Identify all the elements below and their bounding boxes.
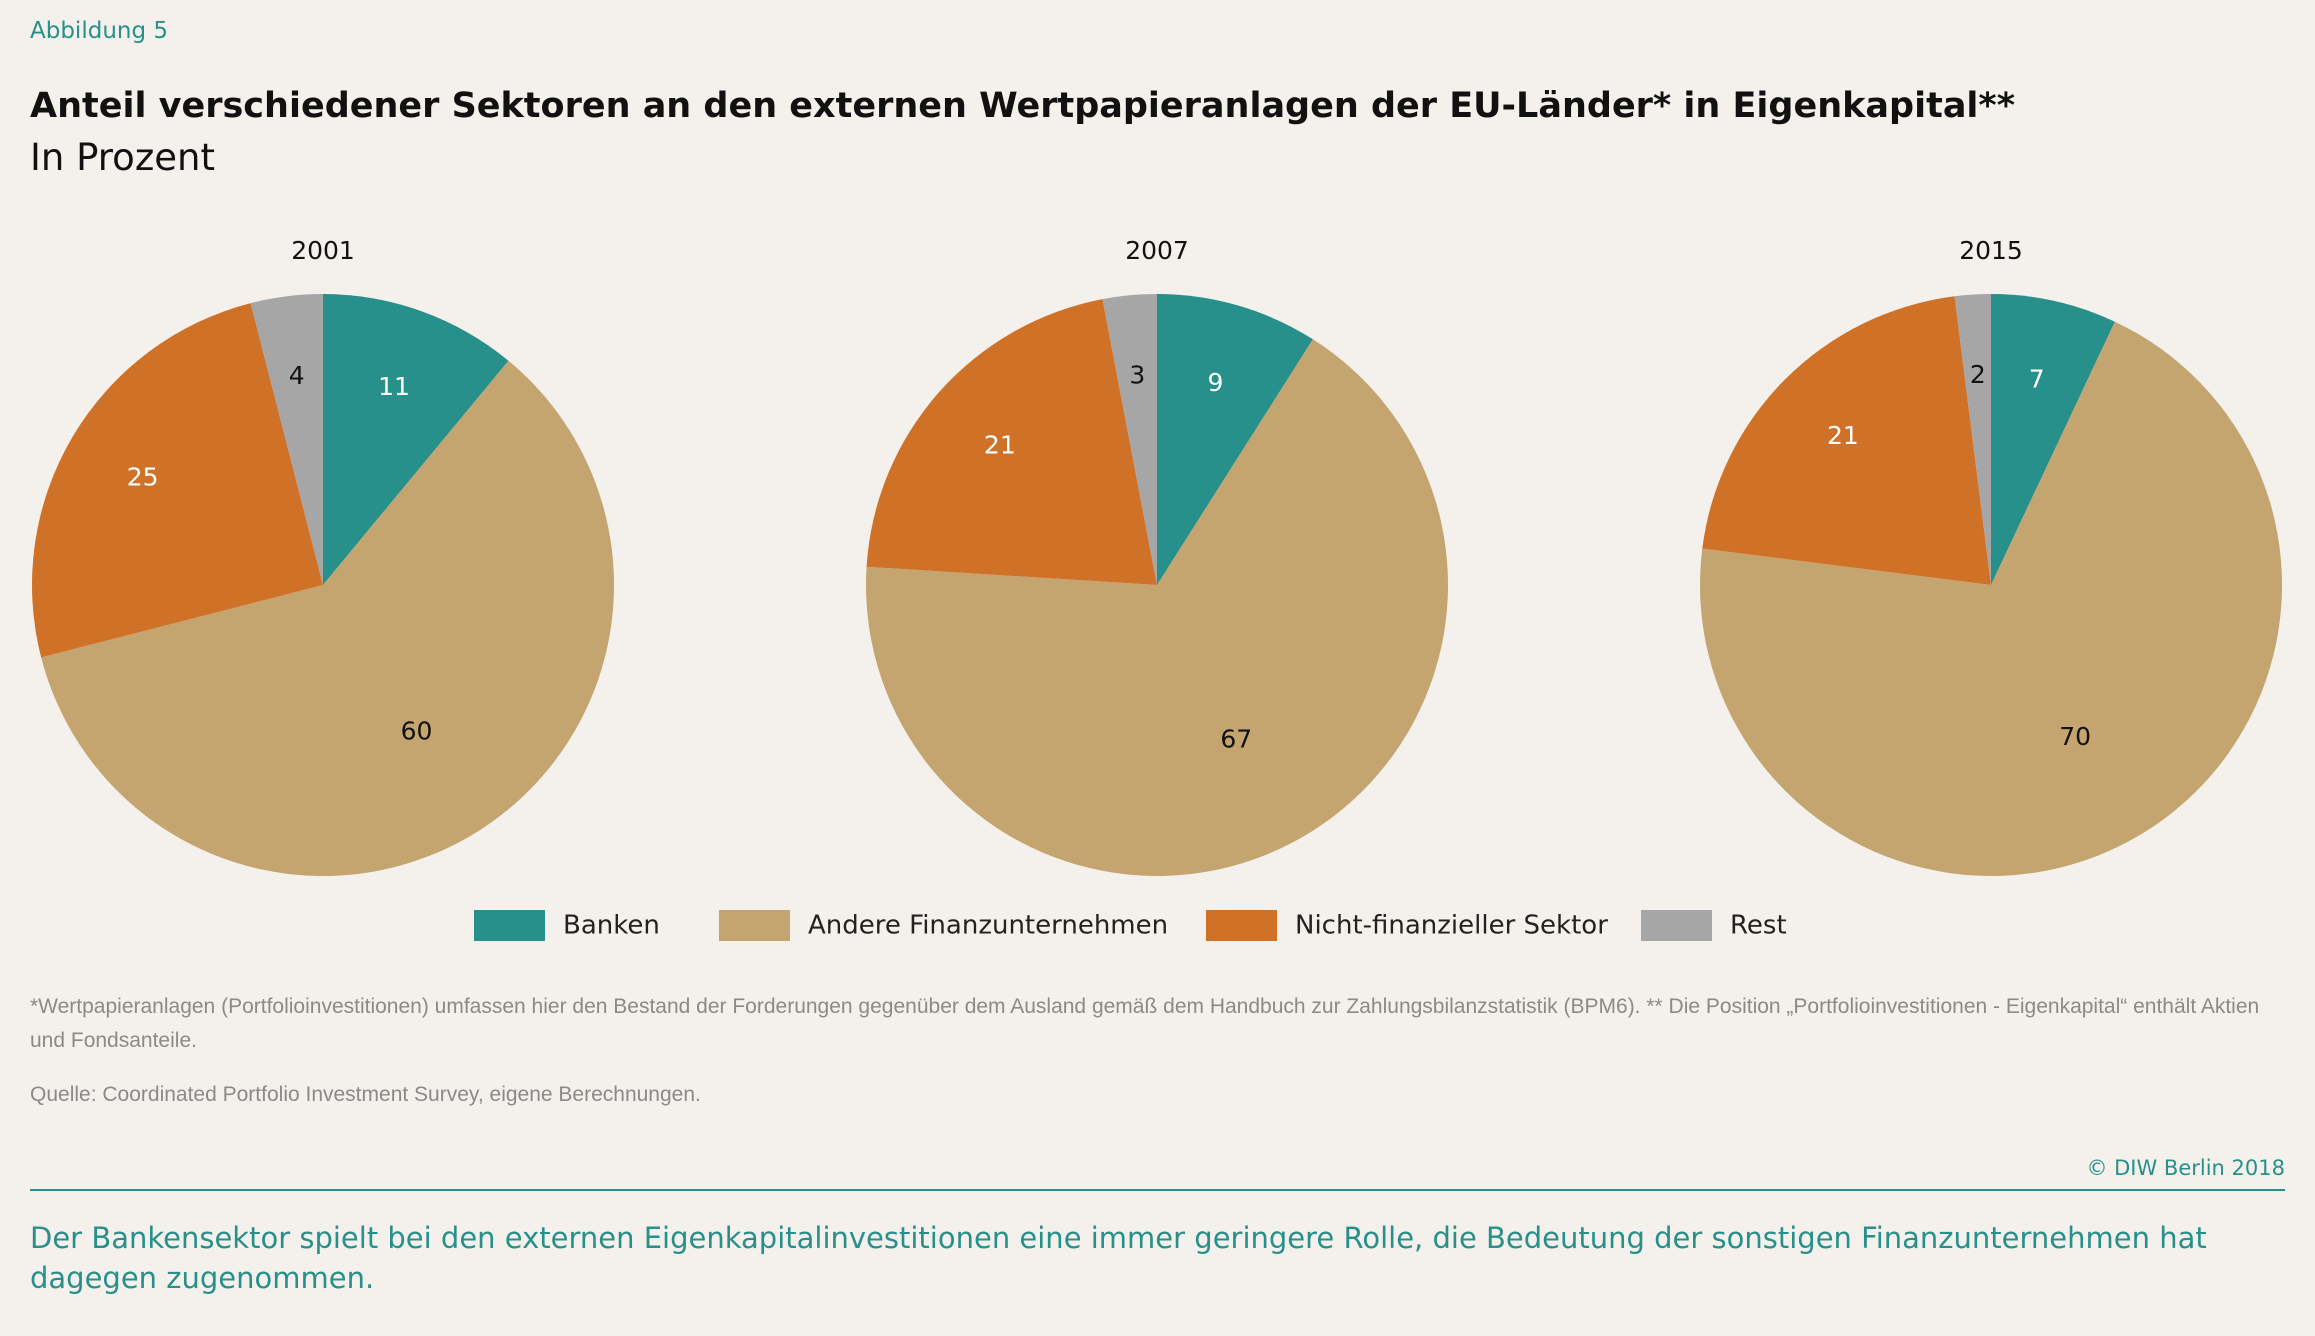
slice-label: 3 — [1129, 360, 1145, 389]
divider — [30, 1189, 2285, 1191]
pie-slice — [1702, 296, 1991, 585]
slice-label: 25 — [127, 462, 159, 491]
slice-label: 70 — [2059, 722, 2091, 751]
legend-label: Banken — [563, 911, 660, 941]
pie-title: 2007 — [1125, 236, 1189, 265]
figure-label: Abbildung 5 — [30, 18, 169, 44]
slice-label: 2 — [1970, 360, 1986, 389]
caption: Der Bankensektor spielt bei den externen… — [30, 1221, 2207, 1295]
slice-label: 4 — [289, 361, 305, 390]
legend-swatch — [474, 910, 545, 941]
title: Anteil verschiedener Sektoren an den ext… — [30, 86, 2016, 126]
slice-label: 21 — [984, 430, 1016, 459]
pie-slice — [41, 360, 615, 876]
pie-slice — [1954, 294, 1991, 585]
pie-slice — [1991, 294, 2115, 585]
slice-label: 60 — [401, 716, 433, 745]
pie-title: 2001 — [291, 236, 355, 265]
pie-slice — [323, 294, 509, 585]
legend-label: Andere Finanzunternehmen — [808, 911, 1168, 941]
slice-label: 9 — [1208, 368, 1224, 397]
pie-slice — [866, 299, 1157, 585]
slice-label: 11 — [378, 372, 410, 401]
slice-label: 21 — [1827, 421, 1859, 450]
pie-slice — [250, 294, 323, 585]
subtitle: In Prozent — [30, 136, 215, 179]
pie-slice — [1102, 294, 1157, 585]
source: Quelle: Coordinated Portfolio Investment… — [30, 1083, 701, 1106]
legend-label: Nicht-finanzieller Sektor — [1295, 911, 1608, 941]
legend-swatch — [719, 910, 790, 941]
pie-title: 2015 — [1959, 236, 2023, 265]
footnote: *Wertpapieranlagen (Portfolioinvestition… — [30, 995, 2260, 1052]
pie-slice — [865, 339, 1448, 877]
copyright: © DIW Berlin 2018 — [2086, 1156, 2285, 1180]
pie-slice — [1157, 294, 1313, 585]
pie-slice — [31, 303, 324, 658]
slice-label: 67 — [1220, 725, 1252, 754]
pie-slice — [1700, 321, 2282, 877]
legend-swatch — [1641, 910, 1712, 941]
legend-label: Rest — [1730, 911, 1787, 941]
slice-label: 7 — [2029, 365, 2045, 394]
legend-swatch — [1206, 910, 1277, 941]
